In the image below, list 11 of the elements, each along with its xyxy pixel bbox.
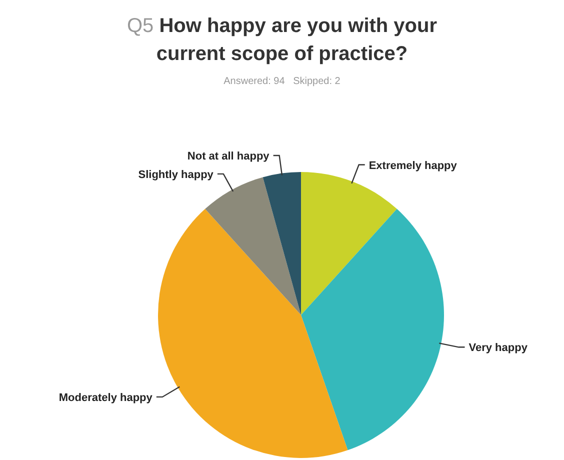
pie-slice	[301, 208, 444, 450]
chart-subtitle: Answered: 94 Skipped: 2	[222, 76, 342, 87]
pie-slice	[301, 172, 397, 315]
slice-label: Moderately happy	[58, 392, 154, 404]
slice-label: Slightly happy	[138, 168, 214, 181]
chart-title: Q5 How happy are you with your current scope of practice?	[126, 14, 438, 67]
pie-slice	[262, 172, 301, 315]
pie-slice	[158, 208, 348, 458]
slice-label: Very happy	[468, 342, 528, 354]
slice-label: Not at all happy	[187, 150, 270, 162]
slice-label: Extremely happy	[368, 160, 458, 172]
